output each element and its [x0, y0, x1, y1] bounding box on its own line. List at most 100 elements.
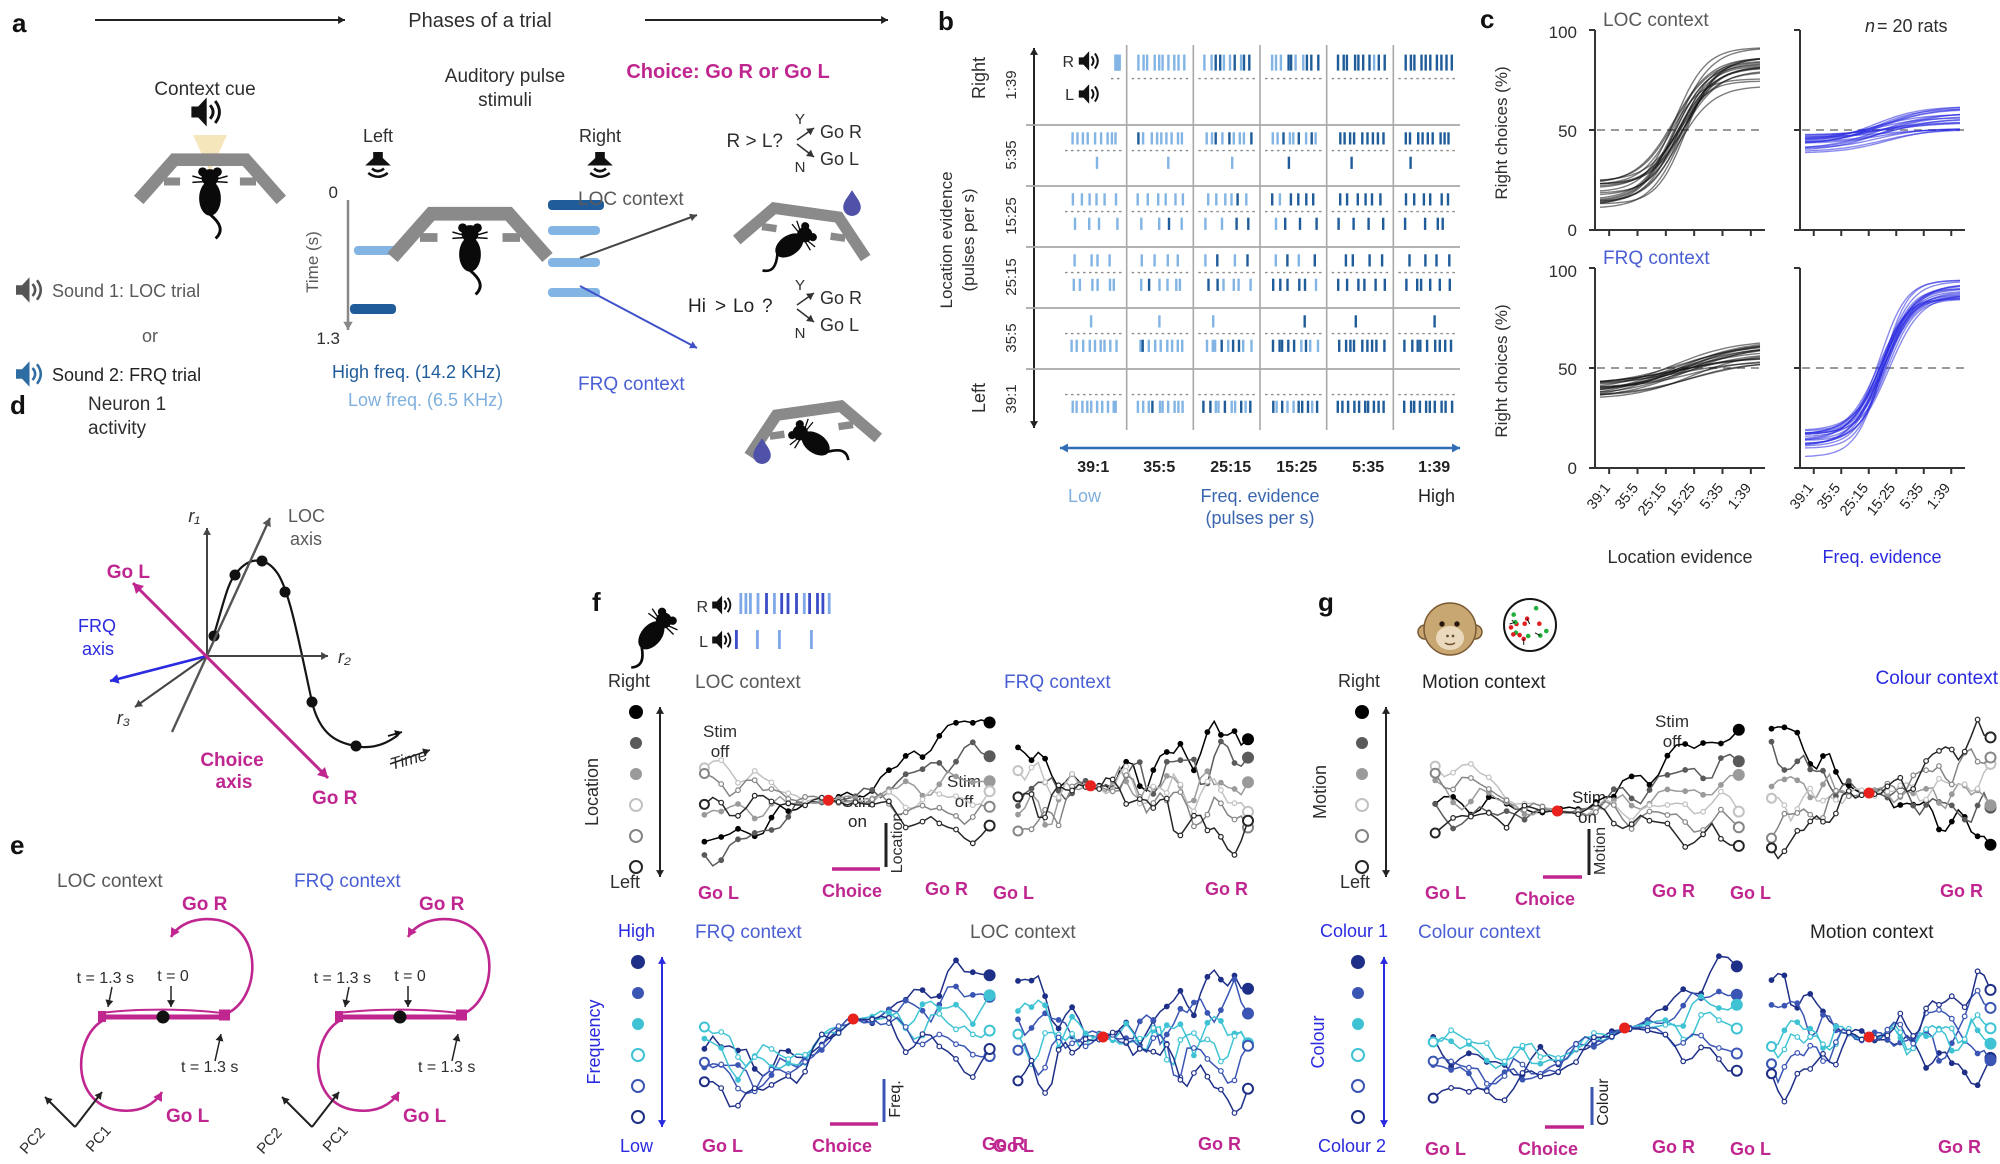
frq-context-title: FRQ context	[1603, 248, 1710, 269]
freq-evidence-label-1: Freq. evidence	[1200, 486, 1319, 506]
frq-axis-label-1: FRQ	[78, 616, 116, 636]
svg-text:15: 15	[1276, 459, 1294, 476]
context-cue-title: Context cue	[154, 79, 255, 100]
trajectory-plot-f-tl	[698, 716, 996, 867]
f-tl-go-r: Go R	[925, 879, 968, 899]
e-go-l: Go L	[166, 1106, 210, 1127]
sound1-label: Sound 1: LOC trial	[52, 281, 200, 301]
loc-axis-label-2: axis	[290, 529, 322, 549]
sound2-label: Sound 2: FRQ trial	[52, 365, 201, 385]
g-tr-go-r: Go R	[1940, 881, 1983, 901]
f-tl-choice-scale: Choice	[822, 881, 882, 901]
svg-text:1: 1	[1418, 459, 1427, 476]
water-reward-droplet-icon	[753, 438, 771, 464]
speaker-icon	[712, 630, 732, 650]
random-dot-stimulus-icon	[1503, 598, 1557, 652]
panel-a: a Phases of a trial Context cue Sound 1:…	[12, 8, 888, 464]
e-t0: t = 0	[157, 968, 189, 985]
pulse-raster-grid	[1026, 45, 1460, 430]
f-bl-choice-scale: Choice	[812, 1136, 872, 1156]
g-bl-go-l: Go L	[1425, 1139, 1466, 1159]
e-pc1: PC1	[83, 1122, 115, 1155]
f-legend-high: High	[618, 921, 655, 941]
low-freq-label: Low freq. (6.5 KHz)	[348, 390, 503, 410]
go-l-axis-label: Go L	[107, 562, 151, 583]
svg-text:39:1: 39:1	[1584, 481, 1614, 513]
loc-axis-label-1: LOC	[288, 506, 325, 526]
n-rats-rest: = 20 rats	[1877, 16, 1948, 36]
ytick: 0	[1568, 221, 1577, 240]
svg-text:25:15: 25:15	[1837, 481, 1872, 519]
g-br-go-r: Go R	[1938, 1137, 1981, 1157]
go-r-label-2: Go R	[820, 288, 862, 308]
g-tl-stim-off-1: Stim	[1655, 712, 1689, 731]
row-label-0: 1:39	[1003, 70, 1020, 99]
speaker-icon	[191, 97, 221, 127]
time-start: 0	[329, 183, 338, 202]
f-bl-go-r: Go R	[982, 1134, 1025, 1154]
go-l-label-2: Go L	[820, 315, 859, 335]
speaker-icon	[365, 152, 391, 179]
speaker-icon	[587, 152, 613, 179]
go-r-label: Go R	[820, 122, 862, 142]
or-label: or	[142, 326, 158, 346]
speaker-icon	[16, 277, 43, 303]
ytick: 50	[1558, 122, 1577, 141]
g-tl-stim-off-2: off	[1663, 732, 1682, 751]
ytick: 100	[1549, 23, 1577, 42]
choice-axis-label-1: Choice	[200, 750, 263, 771]
rat-icon	[631, 607, 678, 669]
f-raster-l: L	[699, 634, 708, 651]
behaviour-port-icon	[744, 400, 883, 460]
f-tl-stim-on-2: on	[848, 812, 867, 831]
pc-trajectory-loc	[44, 917, 254, 1128]
svg-text::25: :25	[1294, 459, 1317, 476]
panel-d: d Neuron 1 activity r₁ r₂ r₃ LOC axis FR…	[10, 390, 431, 809]
f-tl-location-scale: Location	[889, 813, 906, 874]
f-bl-freq-scale: Freq.	[887, 1080, 904, 1117]
left-axis-label: Left	[969, 383, 989, 413]
panel-b: b Right Left Location evidence (pulses p…	[937, 6, 1460, 528]
trajectory-plot-f-tr	[1012, 719, 1254, 858]
g-bl-choice-scale: Choice	[1518, 1139, 1578, 1159]
e-t13-left: t = 1.3 s	[77, 970, 134, 987]
e-go-r: Go R	[182, 894, 228, 915]
svg-text:1:39: 1:39	[1725, 481, 1755, 513]
trajectory-plot-g-bl	[1427, 953, 1743, 1104]
hi-label: Hi	[688, 296, 706, 317]
svg-text:25: 25	[1210, 459, 1228, 476]
go-r-axis-label: Go R	[312, 788, 358, 809]
panel-c: c LOC context n = 20 rats FRQ context 10…	[1480, 4, 1965, 567]
e-pc2: PC2	[17, 1124, 49, 1157]
x-label-frequency: Freq. evidence	[1822, 547, 1941, 567]
frq-axis-label-2: axis	[82, 639, 114, 659]
row-label-1: 5:35	[1003, 140, 1020, 169]
svg-text:39:1: 39:1	[1787, 481, 1817, 513]
ytick: 0	[1568, 459, 1577, 478]
panel-g-label: g	[1318, 587, 1334, 617]
g-tl-go-r: Go R	[1652, 881, 1695, 901]
f-tl-scalebars	[832, 823, 888, 871]
row-label-3: 25:15	[1003, 258, 1020, 296]
ytick: 100	[1549, 262, 1577, 281]
svg-text::1: :1	[1095, 459, 1109, 476]
pc-trajectory-frq	[281, 917, 491, 1128]
row-label-5: 39:1	[1003, 384, 1020, 413]
no-label-2: N	[795, 325, 806, 342]
f-tr-go-l: Go L	[993, 883, 1034, 903]
example-pulse-raster	[735, 593, 831, 649]
trajectory-plot-f-bl	[698, 957, 996, 1109]
r2-axis-label: r₂	[338, 647, 351, 667]
g-tr-title: Colour context	[1875, 668, 1998, 689]
rat-icon	[452, 223, 488, 296]
f-br-go-l: Go L	[993, 1136, 1034, 1156]
time-axis-label: Time (s)	[303, 231, 322, 293]
svg-text:5: 5	[1352, 459, 1361, 476]
r3-axis-label: r₃	[117, 708, 130, 728]
g-legend-colour-axis: Colour	[1308, 1015, 1328, 1068]
trajectory-plot-g-tr	[1766, 716, 1997, 860]
svg-text::35: :35	[1361, 459, 1384, 476]
svg-text:5:35: 5:35	[1697, 481, 1727, 513]
trajectory-plot-f-br	[1012, 968, 1254, 1116]
e-t0-2: t = 0	[394, 968, 426, 985]
